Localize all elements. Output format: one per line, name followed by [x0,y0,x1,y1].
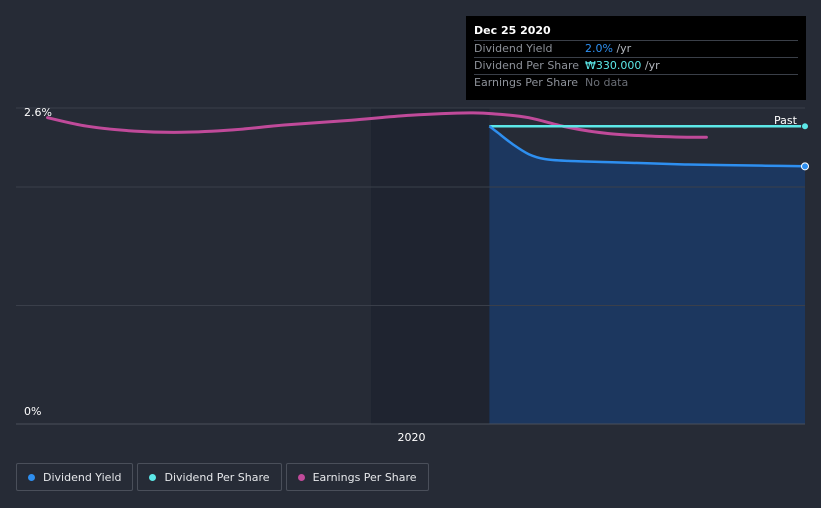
tooltip-unit: /yr [612,42,632,55]
past-label: Past [774,114,798,127]
tooltip-label: Dividend Yield [474,42,553,55]
legend-item-dividend-per-share[interactable]: Dividend Per Share [137,463,282,491]
earnings-per-share-line[interactable] [46,111,708,139]
tooltip-date: Dec 25 2020 [474,23,798,41]
dividend-yield-line[interactable] [488,125,806,168]
dividend-yield-area [489,126,805,424]
legend: Dividend Yield Dividend Per Share Earnin… [16,463,429,491]
legend-dot-icon [28,473,35,481]
tooltip-label: Dividend Per Share [474,59,580,72]
tooltip: Dec 25 2020 Dividend Yield 2.0% /yr Divi… [466,16,806,100]
past-period-shade [371,108,490,424]
dividend-per-share-end-marker[interactable] [801,122,809,131]
legend-label: Earnings Per Share [312,470,417,484]
legend-item-earnings-per-share[interactable]: Earnings Per Share [285,463,429,491]
tooltip-row-earnings-per-share: Earnings Per Share No data [474,75,798,91]
tooltip-value: 2.0% [585,42,613,55]
legend-dot-icon [297,473,305,481]
dividend-yield-end-marker[interactable] [801,162,809,171]
legend-item-dividend-yield[interactable]: Dividend Yield [16,463,134,491]
legend-label: Dividend Per Share [164,470,270,484]
legend-dot-icon [149,473,157,481]
tooltip-label: Earnings Per Share [474,76,579,89]
tooltip-value: ₩330.000 [585,59,642,72]
tooltip-row-dividend-yield: Dividend Yield 2.0% /yr [474,41,798,58]
tooltip-value: No data [585,76,629,89]
tooltip-row-dividend-per-share: Dividend Per Share ₩330.000 /yr [474,58,798,75]
legend-label: Dividend Yield [43,470,122,484]
y-tick-label-top: 2.6% [24,106,52,119]
y-tick-label-bottom: 0% [24,405,41,418]
x-tick-label: 2020 [398,431,426,444]
tooltip-unit: /yr [641,59,660,72]
